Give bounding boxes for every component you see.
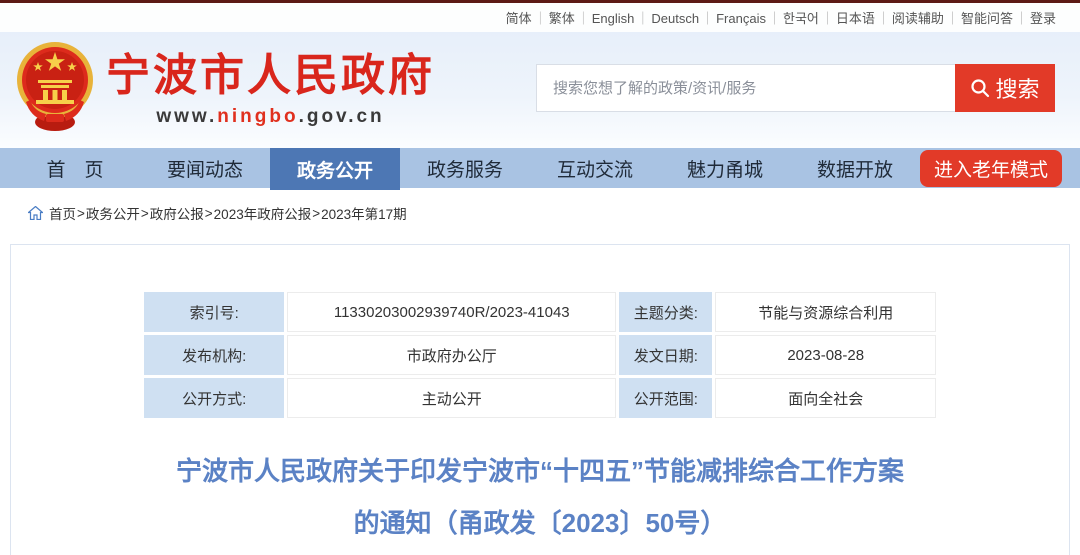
- crumb-separator: >: [140, 205, 149, 221]
- url-suffix: .gov.cn: [298, 106, 385, 127]
- meta-row: 索引号: 11330203002939740R/2023-41043 主题分类:…: [144, 292, 936, 332]
- nav-item-news[interactable]: 要闻动态: [166, 159, 243, 181]
- meta-value-issue-date: 2023-08-28: [715, 335, 936, 375]
- crumb-separator: >: [312, 205, 321, 221]
- main-nav: 首 页 要闻动态 政务公开 政务服务 互动交流 魅力甬城 数据开放 进入老年模式: [0, 148, 1080, 190]
- nav-item-interaction[interactable]: 互动交流: [556, 159, 633, 181]
- crumb-separator: >: [77, 205, 85, 221]
- meta-value-index-no: 11330203002939740R/2023-41043: [287, 292, 617, 332]
- meta-value-disclosure-scope: 面向全社会: [715, 378, 936, 418]
- search-button-label: 搜索: [995, 77, 1040, 102]
- national-emblem-icon: [17, 42, 93, 131]
- document-title-line1: 宁波市人民政府关于印发宁波市“十四五”节能减排综合工作方案: [175, 456, 904, 486]
- search-button[interactable]: 搜索: [955, 64, 1055, 112]
- nav-item-gov-services[interactable]: 政务服务: [426, 159, 503, 181]
- search-input[interactable]: [536, 64, 955, 112]
- crumb-home[interactable]: 首页: [49, 207, 76, 222]
- crumb-separator: >: [204, 205, 213, 221]
- lang-german[interactable]: Deutsch: [651, 8, 716, 27]
- meta-value-issuing-agency: 市政府办公厅: [287, 335, 617, 375]
- nav-item-gov-disclosure[interactable]: 政务公开: [270, 148, 400, 190]
- meta-label-topic-category: 主题分类:: [619, 292, 713, 332]
- document-title-line2: 的通知（甬政发〔2023〕50号）: [353, 508, 727, 538]
- crumb-gov-bulletin[interactable]: 政府公报: [149, 207, 204, 222]
- lang-traditional-chinese[interactable]: 繁体: [549, 8, 592, 27]
- page-top-border: [0, 0, 1080, 3]
- crumb-2023-bulletin[interactable]: 2023年政府公报: [213, 207, 312, 222]
- lang-simplified-chinese[interactable]: 简体: [506, 8, 549, 27]
- home-icon: [28, 206, 43, 220]
- breadcrumb: 首页 > 政务公开 > 政府公报 > 2023年政府公报 > 2023年第17期: [28, 203, 1080, 223]
- meta-value-topic-category: 节能与资源综合利用: [715, 292, 936, 332]
- meta-value-disclosure-method: 主动公开: [287, 378, 617, 418]
- search-bar: 搜索: [536, 64, 1055, 112]
- smart-qa-link[interactable]: 智能问答: [961, 8, 1030, 27]
- lang-japanese[interactable]: 日本语: [836, 8, 892, 27]
- reading-assist-link[interactable]: 阅读辅助: [892, 8, 961, 27]
- meta-label-issue-date: 发文日期:: [619, 335, 713, 375]
- site-header: 宁波市人民政府 www.ningbo.gov.cn 搜索: [0, 32, 1080, 148]
- meta-row: 发布机构: 市政府办公厅 发文日期: 2023-08-28: [144, 335, 936, 375]
- login-link[interactable]: 登录: [1029, 11, 1056, 26]
- meta-label-issuing-agency: 发布机构:: [144, 335, 285, 375]
- site-title-block: 宁波市人民政府 www.ningbo.gov.cn: [106, 40, 435, 128]
- lang-english[interactable]: English: [592, 8, 652, 27]
- lang-korean[interactable]: 한국어: [783, 8, 836, 27]
- nav-item-charm-ningbo[interactable]: 魅力甬城: [686, 159, 763, 181]
- meta-label-disclosure-scope: 公开范围:: [619, 378, 713, 418]
- site-logo[interactable]: 宁波市人民政府 www.ningbo.gov.cn: [16, 40, 435, 132]
- site-url: www.ningbo.gov.cn: [106, 106, 435, 128]
- lang-french[interactable]: Français: [716, 8, 783, 27]
- crumb-issue-17[interactable]: 2023年第17期: [321, 207, 407, 222]
- document-meta-table: 索引号: 11330203002939740R/2023-41043 主题分类:…: [141, 289, 939, 421]
- language-utility-bar: 简体 繁体 English Deutsch Français 한국어 日本语 阅…: [0, 3, 1080, 32]
- document-title: 宁波市人民政府关于印发宁波市“十四五”节能减排综合工作方案 的通知（甬政发〔20…: [110, 445, 970, 549]
- nav-item-home[interactable]: 首 页: [46, 159, 104, 181]
- document-content-panel: 索引号: 11330203002939740R/2023-41043 主题分类:…: [10, 244, 1070, 555]
- meta-row: 公开方式: 主动公开 公开范围: 面向全社会: [144, 378, 936, 418]
- magnifier-icon: [971, 79, 990, 98]
- nav-item-open-data[interactable]: 数据开放: [816, 159, 893, 181]
- site-name: 宁波市人民政府: [106, 51, 435, 100]
- elder-mode-button[interactable]: 进入老年模式: [920, 149, 1063, 187]
- url-www: www.: [156, 106, 218, 127]
- crumb-gov-disclosure[interactable]: 政务公开: [85, 207, 140, 222]
- url-domain: ningbo: [217, 106, 299, 127]
- meta-label-disclosure-method: 公开方式:: [144, 378, 285, 418]
- meta-label-index-no: 索引号:: [144, 292, 285, 332]
